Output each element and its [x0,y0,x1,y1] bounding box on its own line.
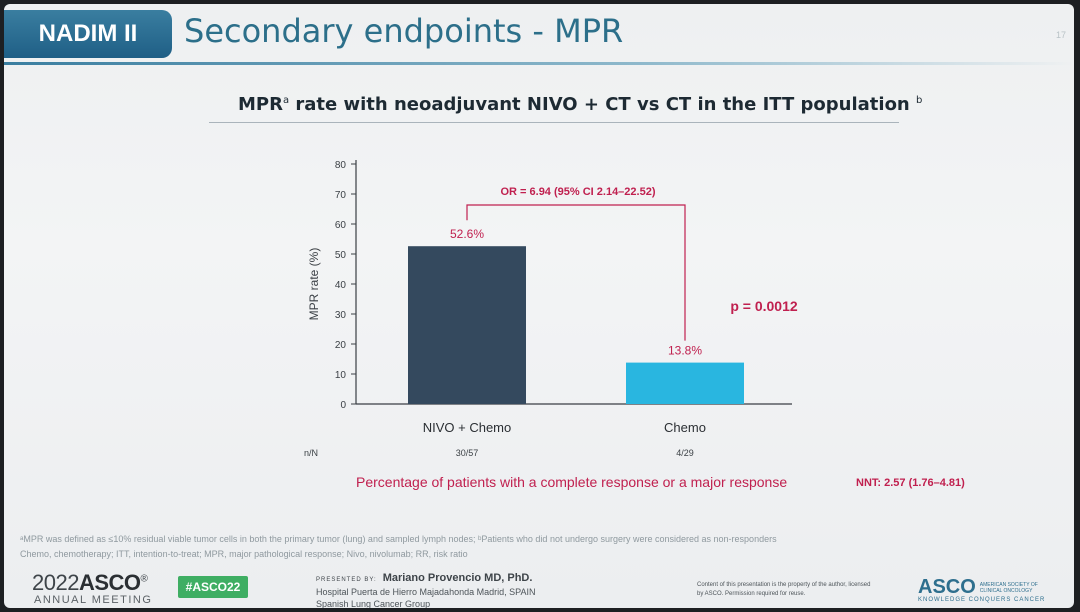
presenter-institution: Hospital Puerta de Hierro Majadahonda Ma… [316,587,536,597]
y-tick-label: 60 [335,220,347,231]
y-tick-label: 0 [340,400,346,411]
hashtag-badge: #ASCO22 [178,576,248,598]
chart-title: MPRa rate with neoadjuvant NIVO + CT vs … [238,94,922,115]
odds-ratio-label: OR = 6.94 (95% CI 2.14–22.52) [500,186,655,198]
presenter-block: PRESENTED BY: Mariano Provencio MD, PhD. … [316,568,535,608]
asco-logo-text: ASCO [918,576,976,598]
y-tick-label: 40 [335,280,347,291]
n-value-label: 4/29 [676,448,694,458]
copyright-note: Content of this presentation is the prop… [697,582,871,597]
n-value-label: 30/57 [456,448,479,458]
y-tick-label: 10 [335,370,347,381]
x-category-label: NIVO + Chemo [423,420,512,435]
chart-title-main: MPR [238,94,283,115]
nnt-label: NNT: 2.57 (1.76–4.81) [856,477,965,489]
page-title: Secondary endpoints - MPR [184,12,624,50]
asco-logo-subtext: AMERICAN SOCIETY OF CLINICAL ONCOLOGY [979,581,1038,594]
n-label: n/N [304,448,318,458]
asco-logo: ASCO AMERICAN SOCIETY OF CLINICAL ONCOLOG… [918,576,1050,599]
significance-bracket [466,204,686,341]
y-tick-label: 30 [335,310,347,321]
meeting-brand: ASCO [78,570,141,595]
x-category-label: Chemo [664,420,706,435]
asco-tagline: KNOWLEDGE CONQUERS CANCER [918,597,1046,603]
chart-title-divider [209,122,899,123]
y-tick-label: 50 [335,250,347,261]
bar-nivo-chemo [408,246,526,404]
meeting-logo: 2022ASCO® [32,570,148,595]
footnote-definitions: ᵃMPR was defined as ≤10% residual viable… [20,534,777,544]
bar-chemo [626,362,744,404]
study-tag: NADIM II [4,10,172,58]
chart-title-sup-a: a [282,95,290,106]
presented-by-label: PRESENTED BY: [316,577,377,583]
presenter-name: Mariano Provencio MD, PhD. [382,572,533,584]
meeting-year: 2022 [32,570,79,595]
slide: NADIM II Secondary endpoints - MPR 17 MP… [4,4,1074,608]
presenter-group: Spanish Lung Cancer Group [316,599,431,608]
y-tick-label: 80 [335,160,347,171]
bar-value-label: 52.6% [450,227,484,241]
footnote-abbreviations: Chemo, chemotherapy; ITT, intention-to-t… [20,549,468,559]
bar-value-label: 13.8% [668,344,702,358]
chart-title-rest: rate with neoadjuvant NIVO + CT vs CT in… [289,94,917,115]
slide-number: 17 [1055,30,1066,40]
y-tick-label: 70 [335,190,347,201]
y-axis-label: MPR rate (%) [307,248,321,321]
meeting-subtitle: ANNUAL MEETING [34,594,153,606]
title-divider [4,62,1074,65]
y-tick-label: 20 [335,340,347,351]
percentage-note: Percentage of patients with a complete r… [356,474,788,490]
p-value-label: p = 0.0012 [730,298,798,314]
bar-chart: 0 10 20 30 40 50 60 70 80 MPR rate (%) 52.6% NIVO +… [304,160,798,458]
chart-title-sup-b: b [916,95,923,106]
